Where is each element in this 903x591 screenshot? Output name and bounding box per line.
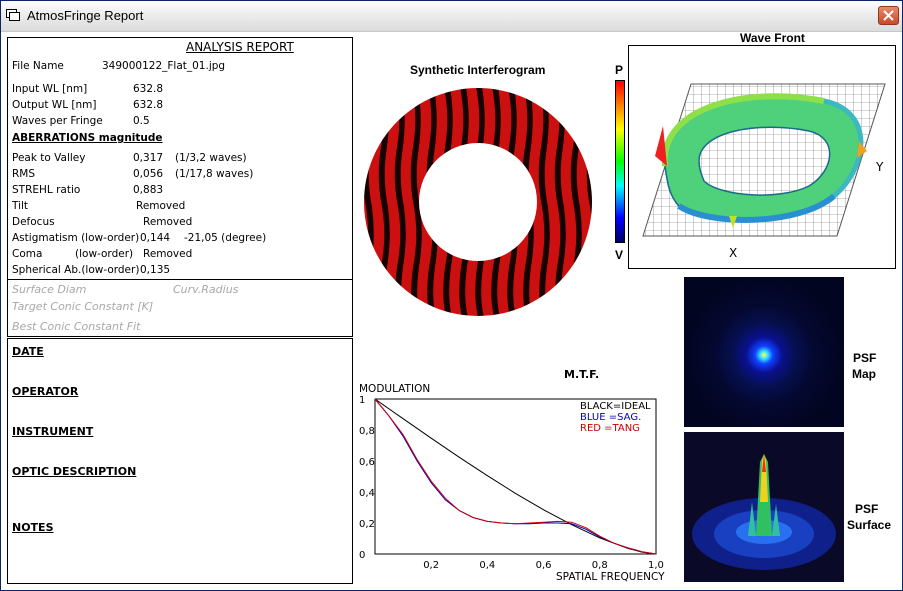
coma-value: Removed	[143, 248, 193, 260]
strehl-value: 0,883	[133, 184, 164, 196]
target-conic-label: Target Conic Constant [K]	[12, 300, 154, 313]
info-panel: DATE OPERATOR INSTRUMENT OPTIC DESCRIPTI…	[7, 338, 353, 584]
scale-bottom-label: V	[615, 248, 624, 262]
mtf-xlabel: SPATIAL FREQUENCY	[556, 571, 665, 583]
file-name-label: File Name	[12, 60, 64, 72]
peak-to-valley-label: Peak to Valley	[12, 152, 86, 164]
close-icon	[883, 10, 894, 21]
file-name-value: 349000122_Flat_01.jpg	[102, 60, 226, 72]
wavefront-y-label: Y	[875, 160, 884, 174]
peak-to-valley-value: 0,317	[133, 152, 164, 164]
mtf-y-tick-label: 0,8	[359, 426, 375, 437]
psf-map-label-2: Map	[852, 367, 876, 381]
psf-map-label-1: PSF	[853, 351, 877, 365]
rms-label: RMS	[12, 168, 36, 180]
mtf-y-tick-label: 1	[359, 395, 365, 406]
mtf-y-tick-label: 0,2	[359, 519, 375, 530]
spherical-label: Spherical Ab.(low-order)	[12, 264, 140, 276]
synthetic-interferogram	[361, 87, 595, 317]
spherical-value: 0,135	[140, 264, 171, 276]
wavefront-x-label: X	[729, 246, 737, 260]
output-wl-value: 632.8	[133, 99, 164, 111]
instrument-field[interactable]: INSTRUMENT	[12, 425, 94, 438]
astigmatism-angle: -21,05 (degree)	[184, 232, 267, 244]
psf-surface-label-1: PSF	[855, 502, 879, 516]
astigmatism-label: Astigmatism (low-order)	[12, 232, 140, 244]
curv-radius-label: Curv.Radius	[173, 283, 239, 296]
wavefront-plot: X Y	[628, 45, 896, 269]
strehl-label: STREHL ratio	[12, 184, 81, 196]
best-conic-label: Best Conic Constant Fit	[12, 320, 141, 333]
notes-field[interactable]: NOTES	[12, 521, 54, 534]
optic-description-field[interactable]: OPTIC DESCRIPTION	[12, 465, 137, 478]
mtf-x-tick-label: 1,0	[648, 560, 664, 571]
report-heading: ANALYSIS REPORT	[186, 40, 294, 54]
astigmatism-value: 0,144	[140, 232, 171, 244]
mtf-line-ideal	[374, 398, 657, 555]
mtf-y-tick-label: 0	[359, 550, 365, 561]
defocus-label: Defocus	[12, 216, 55, 228]
mtf-x-tick-label: 0,2	[423, 560, 439, 571]
aberrations-heading: ABERRATIONS magnitude	[12, 132, 163, 144]
input-wl-label: Input WL [nm]	[12, 83, 88, 95]
window-title: AtmosFringe Report	[27, 8, 144, 23]
analysis-report-panel: ANALYSIS REPORT File Name 349000122_Flat…	[7, 37, 353, 337]
operator-field[interactable]: OPERATOR	[12, 385, 79, 398]
psf-map-image	[684, 277, 844, 427]
mtf-y-tick-label: 0,4	[359, 488, 375, 499]
tilt-label: Tilt	[12, 200, 29, 212]
mtf-chart: M.T.F. MODULATION SPATIAL FREQUENCY 0 0,2…	[359, 368, 665, 583]
wavefront-title: Wave Front	[740, 31, 805, 45]
report-divider	[8, 279, 352, 280]
defocus-value: Removed	[143, 216, 193, 228]
tilt-value: Removed	[136, 200, 186, 212]
mtf-plot-area	[374, 398, 657, 555]
mtf-line-tang	[374, 398, 657, 555]
mtf-x-tick-label: 0,6	[536, 560, 552, 571]
title-bar[interactable]: AtmosFringe Report	[1, 1, 902, 32]
mtf-x-tick-label: 0,4	[479, 560, 495, 571]
mtf-legend-tang: RED =TANG	[580, 423, 640, 434]
output-wl-label: Output WL [nm]	[12, 99, 97, 111]
mtf-legend-ideal: BLACK=IDEAL	[580, 401, 651, 412]
coma-label: Coma	[12, 248, 43, 260]
color-scale-bar	[615, 80, 625, 243]
input-wl-value: 632.8	[133, 83, 164, 95]
mtf-ylabel: MODULATION	[359, 383, 430, 395]
close-button[interactable]	[878, 6, 899, 25]
coma-order: (low-order)	[75, 248, 134, 260]
scale-top-label: P	[615, 63, 624, 77]
date-field[interactable]: DATE	[12, 345, 44, 358]
mtf-legend-sag: BLUE =SAG.	[580, 412, 641, 423]
rms-value: 0,056	[133, 168, 164, 180]
interferogram-title: Synthetic Interferogram	[410, 63, 546, 77]
waves-per-fringe-label: Waves per Fringe	[12, 115, 103, 127]
mtf-y-tick-label: 0,6	[359, 457, 375, 468]
rms-waves: (1/17,8 waves)	[175, 168, 254, 180]
waves-per-fringe-value: 0.5	[133, 115, 150, 127]
psf-surface-label-2: Surface	[847, 518, 892, 532]
mtf-title: M.T.F.	[564, 368, 599, 381]
mtf-x-tick-label: 0,8	[592, 560, 608, 571]
psf-surface-image	[684, 432, 844, 582]
surface-diam-label: Surface Diam	[12, 283, 87, 296]
peak-to-valley-waves: (1/3,2 waves)	[175, 152, 247, 164]
app-icon	[6, 9, 20, 21]
